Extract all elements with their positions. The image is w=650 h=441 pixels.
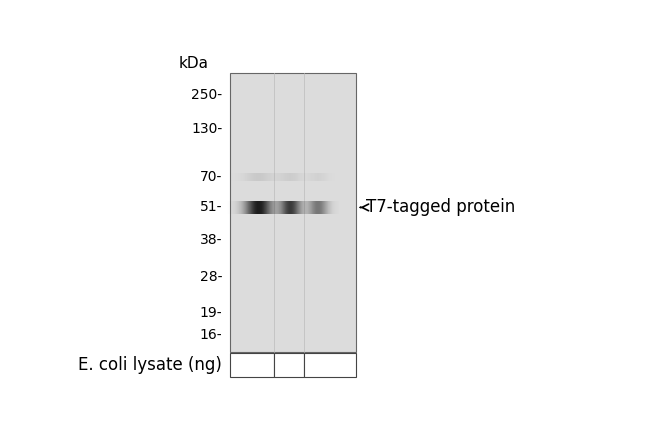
Text: 16-: 16- <box>200 328 222 342</box>
Text: kDa: kDa <box>178 56 208 71</box>
Text: 50: 50 <box>309 358 327 372</box>
Text: T7-tagged protein: T7-tagged protein <box>366 198 515 217</box>
Bar <box>230 73 356 352</box>
Text: 100: 100 <box>277 358 304 372</box>
Text: 130-: 130- <box>191 122 222 136</box>
Text: 70-: 70- <box>200 170 222 184</box>
Text: 200: 200 <box>246 358 272 372</box>
Text: 250-: 250- <box>191 88 222 102</box>
Bar <box>274 353 304 377</box>
Text: 28-: 28- <box>200 270 222 284</box>
Text: E. coli lysate (ng): E. coli lysate (ng) <box>79 356 222 374</box>
Text: 51-: 51- <box>200 200 222 214</box>
Bar <box>304 353 356 377</box>
Text: 38-: 38- <box>200 233 222 247</box>
Text: 19-: 19- <box>200 306 222 320</box>
Bar <box>230 353 274 377</box>
